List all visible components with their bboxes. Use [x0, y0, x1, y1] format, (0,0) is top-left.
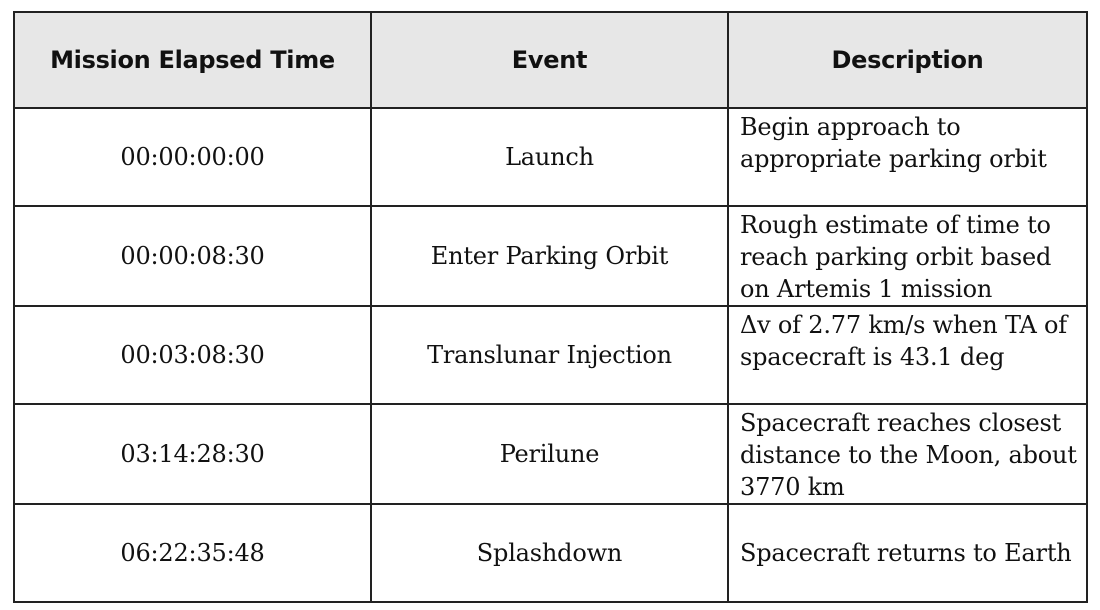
time-cell: 03:14:28:30 [13, 403, 372, 505]
event-cell: Perilune [370, 403, 729, 505]
event-cell: Translunar Injection [370, 305, 729, 405]
event-cell: Splashdown [370, 503, 729, 603]
table-row: 00:03:08:30 Translunar Injection Δv of 2… [13, 305, 1088, 405]
time-cell: 00:03:08:30 [13, 305, 372, 405]
table-row: 03:14:28:30 Perilune Spacecraft reaches … [13, 403, 1088, 505]
event-cell: Enter Parking Orbit [370, 205, 729, 307]
description-cell: Begin approach to appropriate parking or… [727, 107, 1088, 207]
event-cell: Launch [370, 107, 729, 207]
header-event: Event [370, 11, 729, 109]
table-body: 00:00:00:00 Launch Begin approach to app… [13, 107, 1088, 603]
time-cell: 00:00:08:30 [13, 205, 372, 307]
description-line: distance to the Moon, about [740, 441, 1077, 469]
table-row: 06:22:35:48 Splashdown Spacecraft return… [13, 503, 1088, 603]
description-line: Δv of 2.77 km/s when TA of [740, 311, 1067, 339]
description-line: reach parking orbit based [740, 243, 1052, 271]
table-row: 00:00:00:00 Launch Begin approach to app… [13, 107, 1088, 207]
description-line: Spacecraft reaches closest [740, 409, 1062, 437]
description-line: 3770 km [740, 473, 845, 501]
mission-timeline-table: Mission Elapsed Time Event Description 0… [13, 11, 1088, 603]
description-cell: Δv of 2.77 km/s when TA of spacecraft is… [727, 305, 1088, 405]
description-line: appropriate parking orbit [740, 145, 1047, 173]
description-line: Begin approach to [740, 113, 961, 141]
table-header: Mission Elapsed Time Event Description [13, 11, 1088, 109]
table-row: 00:00:08:30 Enter Parking Orbit Rough es… [13, 205, 1088, 307]
description-line: on Artemis 1 mission [740, 275, 993, 303]
description-line: spacecraft is 43.1 deg [740, 343, 1005, 371]
header-description: Description [727, 11, 1088, 109]
description-cell: Spacecraft reaches closest distance to t… [727, 403, 1088, 505]
description-line: Rough estimate of time to [740, 211, 1051, 239]
description-cell: Spacecraft returns to Earth [727, 503, 1088, 603]
time-cell: 00:00:00:00 [13, 107, 372, 207]
header-row: Mission Elapsed Time Event Description [13, 11, 1088, 109]
header-mission-elapsed-time: Mission Elapsed Time [13, 11, 372, 109]
description-cell: Rough estimate of time to reach parking … [727, 205, 1088, 307]
time-cell: 06:22:35:48 [13, 503, 372, 603]
description-line: Spacecraft returns to Earth [740, 539, 1072, 567]
